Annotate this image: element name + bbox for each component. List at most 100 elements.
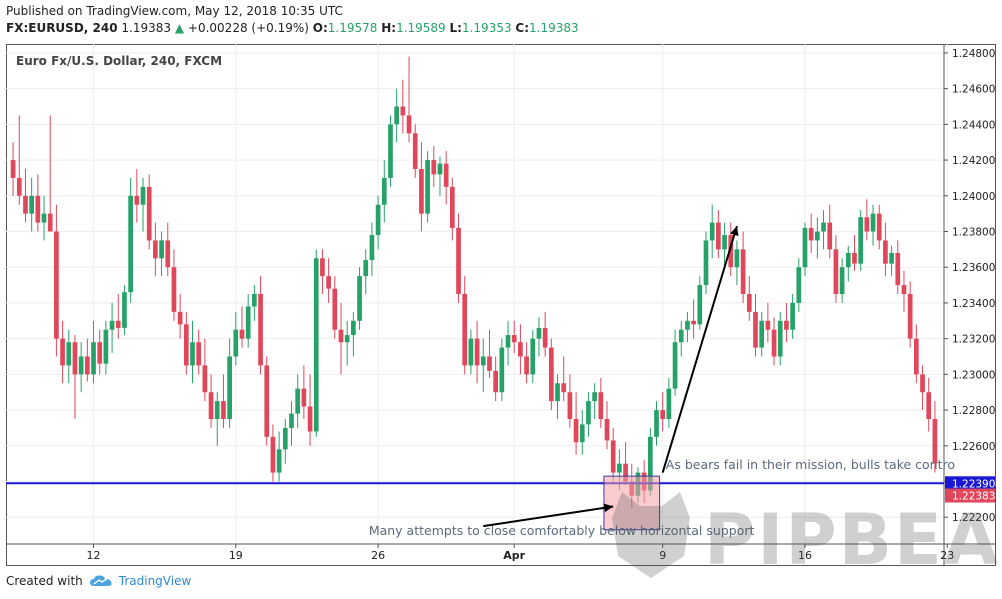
candle-body bbox=[369, 235, 375, 261]
candle bbox=[883, 222, 888, 277]
candle bbox=[270, 424, 276, 482]
candle bbox=[604, 401, 610, 450]
candle-body bbox=[208, 392, 214, 419]
candle-body bbox=[716, 222, 721, 250]
candle-body bbox=[214, 401, 220, 419]
candle-body bbox=[480, 356, 486, 366]
candle-body bbox=[499, 347, 505, 393]
candle-body bbox=[301, 388, 307, 407]
candle-body bbox=[932, 419, 938, 464]
candle-body bbox=[258, 294, 263, 366]
candle-body bbox=[573, 419, 579, 443]
candle-body bbox=[666, 388, 672, 419]
x-tick-label: 26 bbox=[371, 549, 385, 562]
arrow[interactable] bbox=[483, 503, 614, 528]
candle bbox=[47, 115, 53, 232]
candle bbox=[468, 329, 474, 375]
candle bbox=[29, 177, 35, 232]
candle bbox=[171, 249, 177, 321]
annotation-text[interactable]: As bears fail in their mission, bulls ta… bbox=[666, 457, 955, 472]
candle-body bbox=[746, 294, 752, 312]
candle-body bbox=[901, 285, 907, 294]
candle-body bbox=[122, 292, 127, 328]
candle bbox=[128, 177, 133, 303]
candle bbox=[227, 338, 232, 428]
candle bbox=[406, 56, 412, 143]
candle-body bbox=[926, 392, 932, 419]
candle bbox=[35, 174, 41, 232]
candle-body bbox=[103, 329, 109, 364]
candle bbox=[443, 151, 449, 205]
price-chart[interactable]: Euro Fx/U.S. Dollar, 240, FXCM As bears … bbox=[6, 44, 996, 566]
annotation-text[interactable]: Many attempts to close comfortably below… bbox=[369, 523, 755, 538]
candle bbox=[474, 320, 480, 384]
candle bbox=[505, 320, 511, 366]
candle-body bbox=[691, 320, 696, 325]
candle bbox=[419, 142, 424, 232]
candle-body bbox=[320, 258, 325, 277]
candle bbox=[796, 258, 802, 312]
candle-body bbox=[511, 335, 517, 343]
candle bbox=[610, 427, 616, 482]
candle-body bbox=[146, 186, 152, 241]
candle-body bbox=[313, 258, 319, 432]
price-axis[interactable]: 1.24800 1.24600 1.24400 1.24200 1.24000 1.238… bbox=[944, 48, 995, 524]
highlight-box[interactable] bbox=[603, 475, 661, 531]
candle-body bbox=[524, 356, 529, 375]
candle-body bbox=[289, 413, 294, 428]
candle bbox=[784, 302, 789, 343]
candle-body bbox=[183, 324, 189, 366]
candle-body bbox=[16, 177, 22, 196]
candle bbox=[876, 204, 882, 250]
high-value: 1.19589 bbox=[396, 21, 446, 35]
candle-body bbox=[660, 410, 666, 419]
candle bbox=[579, 410, 585, 455]
symbol: FX:EURUSD, 240 bbox=[6, 21, 118, 35]
candle-body bbox=[332, 288, 338, 330]
candle-body bbox=[777, 320, 783, 357]
y-tick-label: 1.23200 bbox=[952, 334, 995, 346]
candle bbox=[109, 302, 115, 353]
open-label: O: bbox=[312, 21, 328, 35]
chart-title: Euro Fx/U.S. Dollar, 240, FXCM bbox=[16, 54, 222, 68]
candle bbox=[23, 169, 28, 223]
candle bbox=[412, 124, 418, 178]
symbol-line: FX:EURUSD, 240 1.19383 ▲ +0.00228 (+0.19… bbox=[6, 21, 579, 35]
candle bbox=[134, 169, 140, 223]
tradingview-link[interactable]: TradingView bbox=[118, 574, 192, 588]
candle-body bbox=[264, 365, 270, 437]
arrow[interactable] bbox=[661, 225, 739, 473]
created-with: Created with bbox=[6, 574, 83, 588]
candle-body bbox=[10, 160, 16, 178]
candle-body bbox=[765, 320, 771, 330]
candle bbox=[233, 311, 239, 366]
candle bbox=[264, 356, 270, 446]
candle bbox=[716, 210, 721, 259]
candle-body bbox=[295, 388, 301, 414]
candle-body bbox=[270, 436, 276, 473]
candle-body bbox=[876, 213, 882, 241]
candle-body bbox=[709, 222, 715, 241]
candle bbox=[344, 320, 350, 366]
candle-body bbox=[456, 227, 461, 294]
candle bbox=[381, 160, 387, 223]
candle bbox=[561, 356, 567, 402]
candle bbox=[907, 281, 913, 348]
candle-body bbox=[252, 294, 257, 307]
candle-body bbox=[487, 356, 492, 371]
candle-body bbox=[35, 195, 41, 223]
candle bbox=[190, 320, 195, 384]
time-axis[interactable]: 12 19 26 Apr 9 16 23 bbox=[87, 544, 955, 562]
candle bbox=[16, 115, 22, 205]
candle-body bbox=[462, 294, 468, 366]
candle bbox=[146, 174, 152, 250]
candle-body bbox=[678, 329, 684, 343]
candle-body bbox=[548, 347, 554, 402]
candle bbox=[821, 210, 826, 250]
arrow-line bbox=[483, 505, 614, 528]
candle bbox=[703, 231, 709, 294]
chart-frame bbox=[6, 44, 996, 566]
candle-body bbox=[530, 338, 536, 375]
x-tick-label: 12 bbox=[87, 549, 101, 562]
candle-body bbox=[536, 327, 542, 339]
